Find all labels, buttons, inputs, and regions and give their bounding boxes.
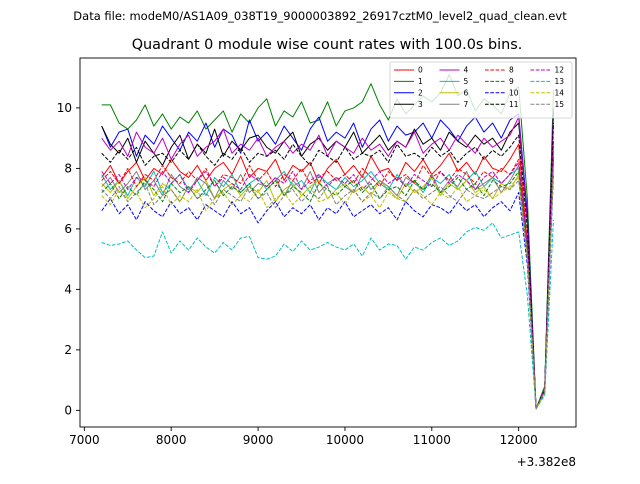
legend-label-0: 0 [418, 66, 423, 75]
legend-label-2: 2 [418, 88, 423, 97]
legend-label-5: 5 [464, 77, 469, 86]
series-lines [101, 74, 554, 410]
series-line-15 [101, 165, 554, 410]
series-line-0 [101, 113, 554, 410]
chart-title: Quadrant 0 module wise count rates with … [132, 37, 523, 53]
axes-frame [79, 57, 577, 428]
legend-label-10: 10 [509, 88, 519, 97]
x-tick-label-8000: 8000 [156, 433, 187, 447]
x-tick-label-7000: 7000 [69, 433, 100, 447]
legend-label-4: 4 [464, 66, 469, 75]
legend-label-14: 14 [555, 88, 565, 97]
y-tick-label-6: 6 [64, 222, 72, 236]
x-tick-label-12000: 12000 [500, 433, 538, 447]
series-line-14 [101, 168, 554, 410]
plot-area: 7000 8000 9000 10000 11000 120000246810+3.382… [57, 57, 577, 469]
y-tick-label-8: 8 [64, 162, 72, 176]
legend-box [389, 61, 573, 119]
y-tick-label-2: 2 [64, 343, 72, 357]
y-tick-label-10: 10 [57, 101, 72, 115]
x-tick-label-9000: 9000 [243, 433, 274, 447]
suptitle: Data file: modeM0/AS1A09_038T19_90000038… [73, 9, 567, 23]
series-line-13 [101, 219, 554, 410]
x-offset-label: +3.382e8 [517, 455, 576, 469]
series-line-8 [101, 141, 554, 410]
legend-label-15: 15 [555, 100, 565, 109]
series-line-3 [101, 110, 554, 410]
legend-label-8: 8 [509, 66, 514, 75]
y-tick-label-0: 0 [64, 404, 72, 418]
series-line-2 [101, 107, 554, 410]
legend-label-11: 11 [509, 100, 519, 109]
legend-label-6: 6 [464, 88, 469, 97]
y-tick-label-4: 4 [64, 283, 72, 297]
legend-label-9: 9 [509, 77, 514, 86]
series-line-11 [101, 123, 554, 410]
legend-label-7: 7 [464, 100, 469, 109]
legend-label-12: 12 [555, 66, 565, 75]
legend-label-1: 1 [418, 77, 423, 86]
legend-label-13: 13 [555, 77, 565, 86]
legend-label-3: 3 [418, 100, 423, 109]
series-line-9 [101, 159, 554, 410]
series-line-10 [101, 174, 554, 410]
x-tick-label-10000: 10000 [326, 433, 364, 447]
x-tick-label-11000: 11000 [413, 433, 451, 447]
